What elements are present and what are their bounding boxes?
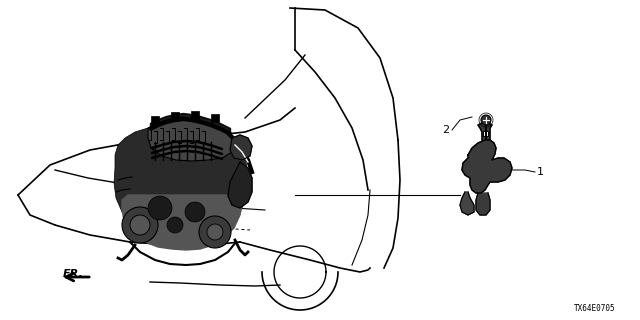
- Polygon shape: [230, 135, 252, 160]
- Circle shape: [185, 202, 205, 222]
- Circle shape: [207, 224, 223, 240]
- Text: 2: 2: [442, 125, 449, 135]
- Polygon shape: [148, 120, 235, 161]
- Polygon shape: [122, 195, 242, 250]
- Circle shape: [122, 207, 158, 243]
- Text: FR.: FR.: [63, 269, 84, 279]
- Text: 1: 1: [537, 167, 544, 177]
- FancyBboxPatch shape: [211, 114, 219, 122]
- Circle shape: [130, 215, 150, 235]
- Polygon shape: [114, 123, 248, 248]
- Circle shape: [148, 196, 172, 220]
- FancyBboxPatch shape: [151, 116, 159, 124]
- Bar: [483, 131, 488, 136]
- Circle shape: [481, 115, 491, 125]
- Polygon shape: [478, 123, 492, 140]
- Polygon shape: [460, 192, 474, 215]
- Circle shape: [167, 217, 183, 233]
- Polygon shape: [476, 193, 490, 215]
- Polygon shape: [228, 162, 252, 208]
- FancyBboxPatch shape: [171, 112, 179, 120]
- Text: TX64E0705: TX64E0705: [573, 304, 615, 313]
- FancyBboxPatch shape: [191, 111, 199, 119]
- Circle shape: [199, 216, 231, 248]
- Polygon shape: [462, 140, 512, 193]
